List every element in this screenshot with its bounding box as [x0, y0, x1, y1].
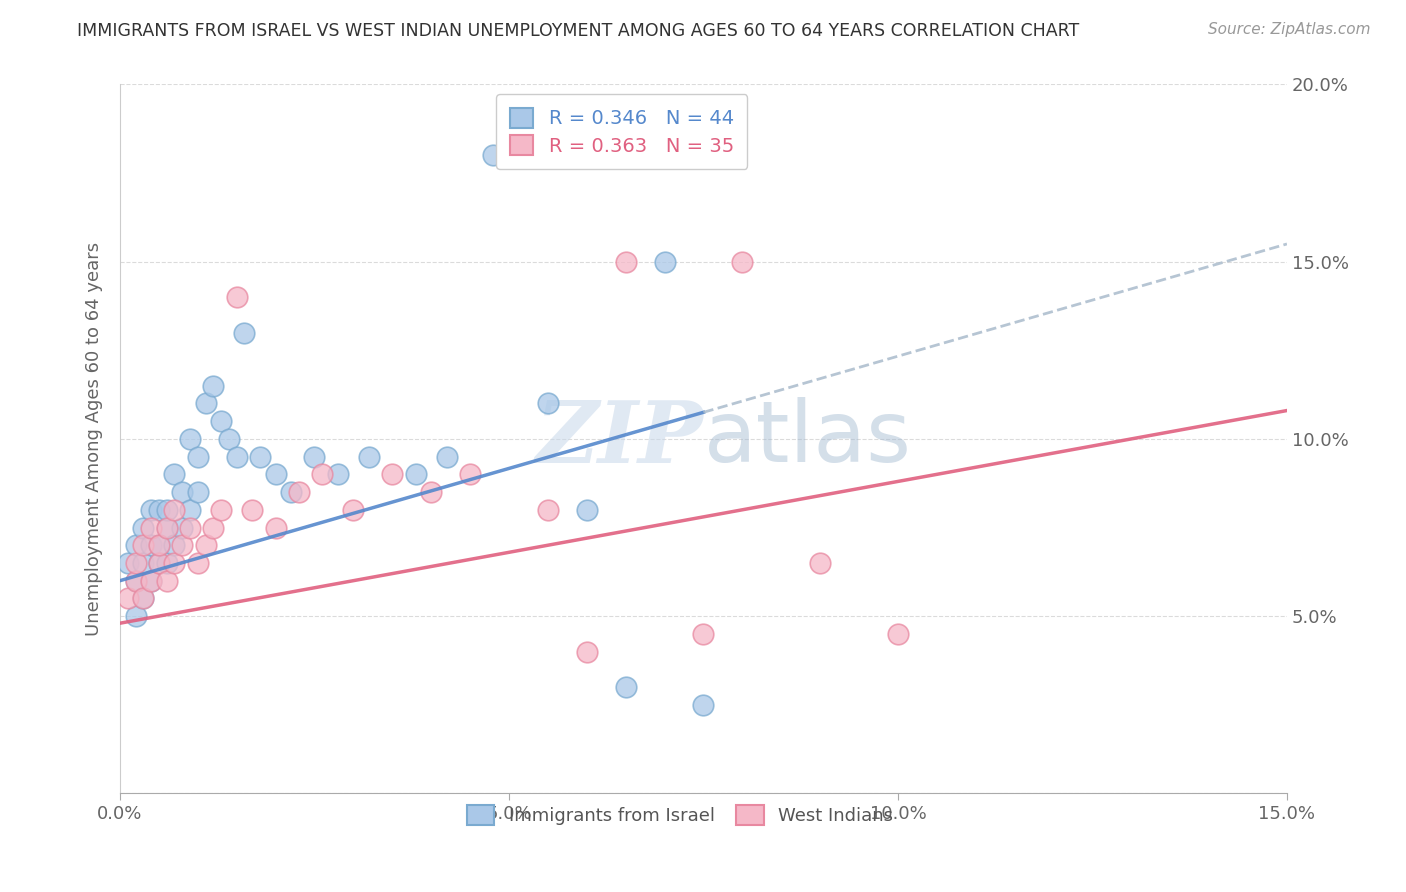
- Point: [179, 520, 201, 534]
- Point: [731, 254, 754, 268]
- Point: [233, 326, 256, 340]
- Point: [537, 503, 560, 517]
- Point: [139, 520, 162, 534]
- Point: [194, 538, 217, 552]
- Point: [808, 556, 831, 570]
- Point: [148, 538, 170, 552]
- Point: [132, 556, 155, 570]
- Point: [405, 467, 427, 482]
- Point: [304, 450, 326, 464]
- Point: [654, 254, 676, 268]
- Point: [381, 467, 404, 482]
- Point: [124, 574, 146, 588]
- Point: [614, 254, 637, 268]
- Point: [156, 574, 179, 588]
- Point: [124, 556, 146, 570]
- Point: [202, 520, 225, 534]
- Point: [148, 556, 170, 570]
- Point: [163, 503, 186, 517]
- Point: [148, 503, 170, 517]
- Point: [156, 556, 179, 570]
- Point: [163, 467, 186, 482]
- Point: [482, 148, 505, 162]
- Point: [264, 467, 287, 482]
- Point: [311, 467, 333, 482]
- Point: [179, 503, 201, 517]
- Point: [117, 591, 139, 606]
- Text: IMMIGRANTS FROM ISRAEL VS WEST INDIAN UNEMPLOYMENT AMONG AGES 60 TO 64 YEARS COR: IMMIGRANTS FROM ISRAEL VS WEST INDIAN UN…: [77, 22, 1080, 40]
- Legend: Immigrants from Israel, West Indians: Immigrants from Israel, West Indians: [458, 796, 903, 834]
- Point: [132, 520, 155, 534]
- Point: [156, 503, 179, 517]
- Point: [156, 520, 179, 534]
- Point: [240, 503, 263, 517]
- Point: [575, 503, 598, 517]
- Point: [225, 450, 247, 464]
- Text: ZIP: ZIP: [536, 397, 703, 481]
- Point: [139, 538, 162, 552]
- Point: [117, 556, 139, 570]
- Point: [537, 396, 560, 410]
- Point: [225, 290, 247, 304]
- Point: [139, 574, 162, 588]
- Point: [139, 503, 162, 517]
- Point: [172, 520, 194, 534]
- Point: [156, 520, 179, 534]
- Point: [209, 414, 232, 428]
- Point: [614, 680, 637, 694]
- Point: [132, 591, 155, 606]
- Point: [187, 450, 209, 464]
- Point: [692, 698, 714, 712]
- Point: [194, 396, 217, 410]
- Point: [179, 432, 201, 446]
- Point: [420, 485, 443, 500]
- Point: [202, 378, 225, 392]
- Point: [436, 450, 458, 464]
- Point: [187, 485, 209, 500]
- Point: [132, 591, 155, 606]
- Point: [218, 432, 240, 446]
- Point: [172, 485, 194, 500]
- Point: [280, 485, 302, 500]
- Point: [575, 644, 598, 658]
- Point: [692, 627, 714, 641]
- Point: [887, 627, 910, 641]
- Point: [148, 556, 170, 570]
- Point: [132, 538, 155, 552]
- Point: [148, 538, 170, 552]
- Point: [264, 520, 287, 534]
- Text: atlas: atlas: [703, 398, 911, 481]
- Text: Source: ZipAtlas.com: Source: ZipAtlas.com: [1208, 22, 1371, 37]
- Point: [249, 450, 271, 464]
- Point: [163, 538, 186, 552]
- Point: [342, 503, 364, 517]
- Point: [209, 503, 232, 517]
- Point: [357, 450, 380, 464]
- Point: [288, 485, 311, 500]
- Y-axis label: Unemployment Among Ages 60 to 64 years: Unemployment Among Ages 60 to 64 years: [86, 242, 103, 636]
- Point: [163, 556, 186, 570]
- Point: [124, 609, 146, 624]
- Point: [187, 556, 209, 570]
- Point: [124, 574, 146, 588]
- Point: [139, 574, 162, 588]
- Point: [326, 467, 349, 482]
- Point: [172, 538, 194, 552]
- Point: [458, 467, 481, 482]
- Point: [124, 538, 146, 552]
